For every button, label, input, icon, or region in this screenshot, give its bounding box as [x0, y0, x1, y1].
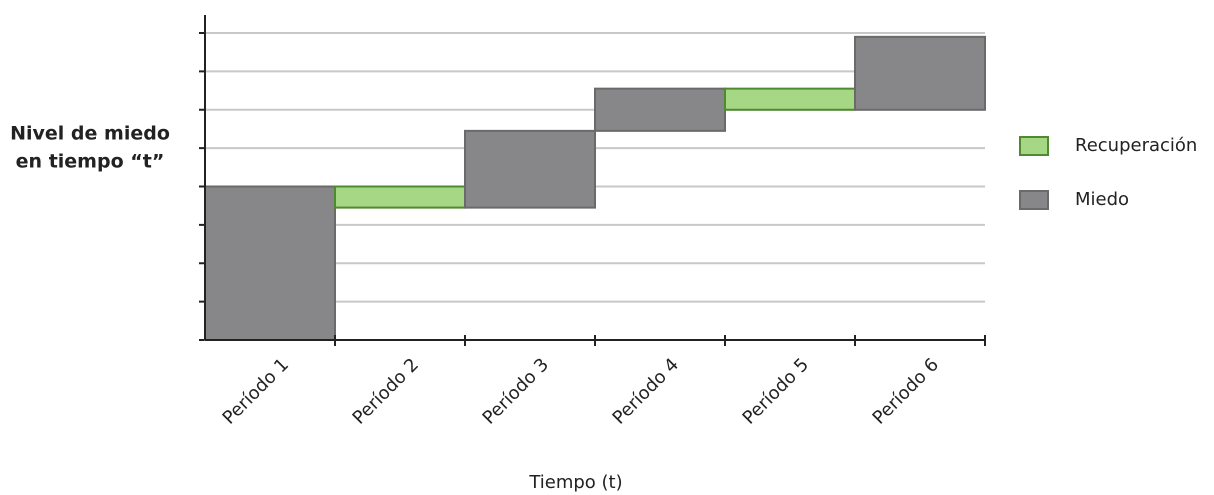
bar — [334, 185, 466, 209]
legend-label: Recuperación — [1075, 135, 1197, 156]
legend-label: Miedo — [1075, 189, 1129, 210]
x-tick-label: Período 1 — [219, 354, 293, 428]
y-axis-title: Nivel de miedo — [10, 123, 170, 145]
x-tick-label: Período 2 — [349, 354, 423, 428]
bar — [204, 185, 336, 341]
x-tick-label: Período 5 — [739, 354, 813, 428]
bar — [854, 35, 986, 111]
legend-swatch — [1019, 136, 1049, 156]
x-axis-title: Tiempo (t) — [528, 472, 622, 493]
bar — [594, 87, 726, 132]
legend-swatch — [1019, 190, 1049, 210]
x-tick-label: Período 6 — [869, 354, 943, 428]
bar — [724, 87, 856, 111]
y-axis-title: en tiempo “t” — [16, 151, 165, 173]
x-tick-label: Período 3 — [479, 354, 553, 428]
bar — [464, 129, 596, 209]
x-tick-label: Período 4 — [609, 354, 683, 428]
